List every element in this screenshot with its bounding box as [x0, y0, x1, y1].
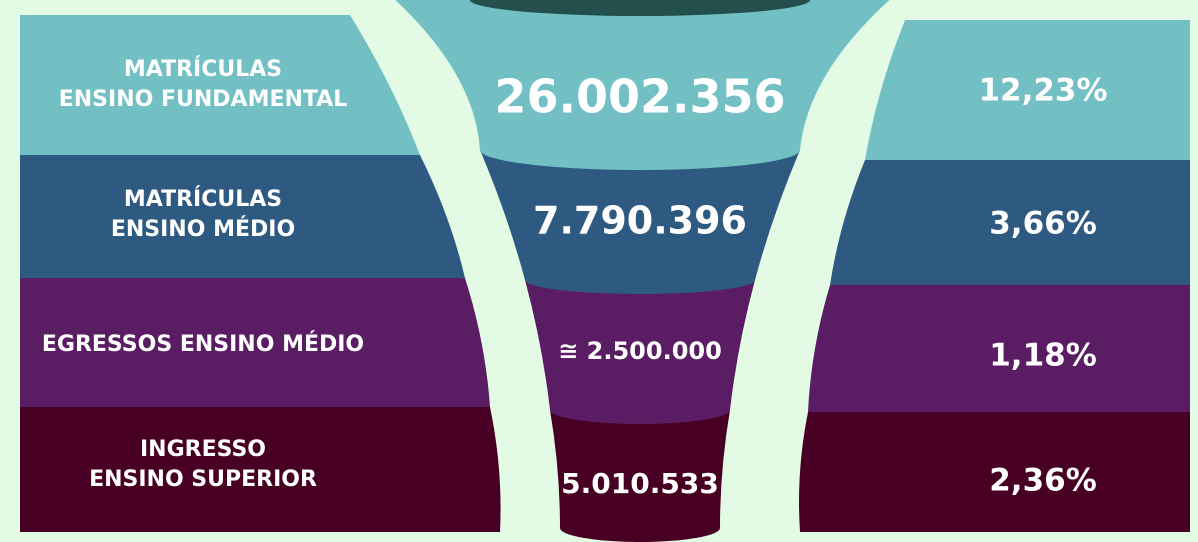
row-percent: 12,23% [978, 73, 1107, 109]
row-label: INGRESSO [140, 437, 266, 462]
funnel-mouth [470, 0, 810, 16]
left-panel [20, 15, 420, 155]
funnel-segment [395, 0, 890, 170]
funnel-segment [525, 280, 755, 424]
row-label: ENSINO SUPERIOR [89, 467, 317, 492]
left-panel [20, 155, 465, 278]
left-panel [20, 278, 490, 407]
row-label: EGRESSOS ENSINO MÉDIO [42, 331, 364, 357]
row-label: MATRÍCULAS [124, 56, 282, 82]
row-value: ≅ 2.500.000 [558, 337, 722, 365]
row-percent: 1,18% [989, 338, 1097, 374]
funnel-segment [480, 150, 800, 294]
row-value: 5.010.533 [561, 467, 719, 500]
row-label: MATRÍCULAS [124, 186, 282, 212]
row-percent: 3,66% [989, 206, 1097, 242]
funnel-segment [550, 410, 730, 542]
right-panel [808, 285, 1190, 412]
right-panel [865, 20, 1190, 160]
row-percent: 2,36% [989, 463, 1097, 499]
row-label: ENSINO MÉDIO [111, 216, 295, 242]
right-panel [830, 160, 1190, 285]
row-label: ENSINO FUNDAMENTAL [59, 87, 348, 112]
left-panel [20, 407, 501, 532]
right-panel [799, 412, 1190, 532]
row-value: 7.790.396 [533, 199, 747, 243]
row-value: 26.002.356 [494, 70, 785, 124]
